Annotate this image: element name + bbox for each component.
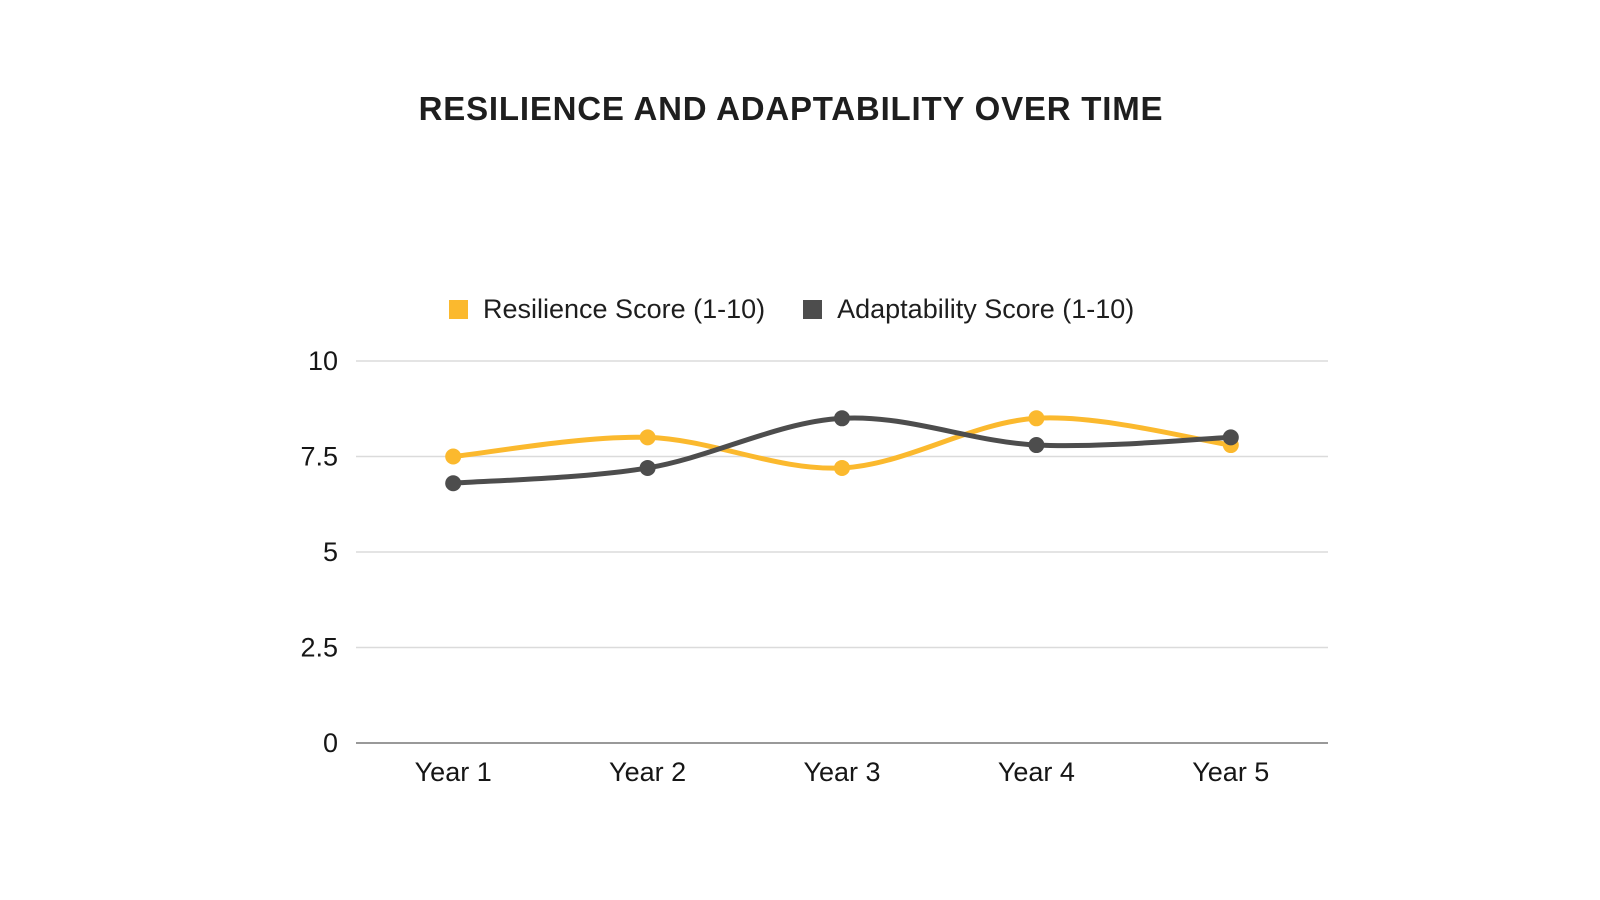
legend-marker-adaptability-icon	[803, 299, 823, 319]
y-axis-tick-label: 5	[323, 537, 338, 567]
x-axis-label: Year 2	[609, 757, 686, 787]
legend-label-adaptability: Adaptability Score (1-10)	[837, 293, 1135, 324]
y-axis-tick-label: 2.5	[300, 633, 338, 663]
data-point-marker	[834, 459, 850, 476]
chart-legend: Resilience Score (1-10) Adaptability Sco…	[449, 294, 1134, 324]
data-point-marker	[445, 448, 462, 465]
y-axis-tick-label: 7.5	[300, 442, 338, 472]
y-axis-tick-label: 0	[323, 728, 338, 758]
data-point-marker	[639, 429, 656, 446]
data-point-marker	[834, 410, 850, 427]
legend-marker-resilience-icon	[449, 299, 468, 319]
y-axis-tick-label: 10	[308, 346, 338, 376]
data-point-marker	[445, 475, 462, 492]
x-axis-label: Year 1	[415, 757, 492, 787]
chart-title: RESILIENCE AND ADAPTABILITY OVER TIME	[418, 90, 1164, 127]
data-point-marker	[1028, 437, 1045, 454]
x-axis-label: Year 4	[998, 757, 1075, 787]
data-point-marker	[639, 459, 656, 476]
legend-label-resilience: Resilience Score (1-10)	[483, 293, 766, 324]
legend-item-adaptability: Adaptability Score (1-10)	[803, 294, 1134, 325]
x-axis-label: Year 5	[1192, 757, 1269, 787]
data-point-marker	[1028, 410, 1045, 427]
legend-item-resilience: Resilience Score (1-10)	[449, 294, 765, 325]
data-point-marker	[1222, 429, 1239, 446]
x-axis-label: Year 3	[803, 757, 880, 787]
